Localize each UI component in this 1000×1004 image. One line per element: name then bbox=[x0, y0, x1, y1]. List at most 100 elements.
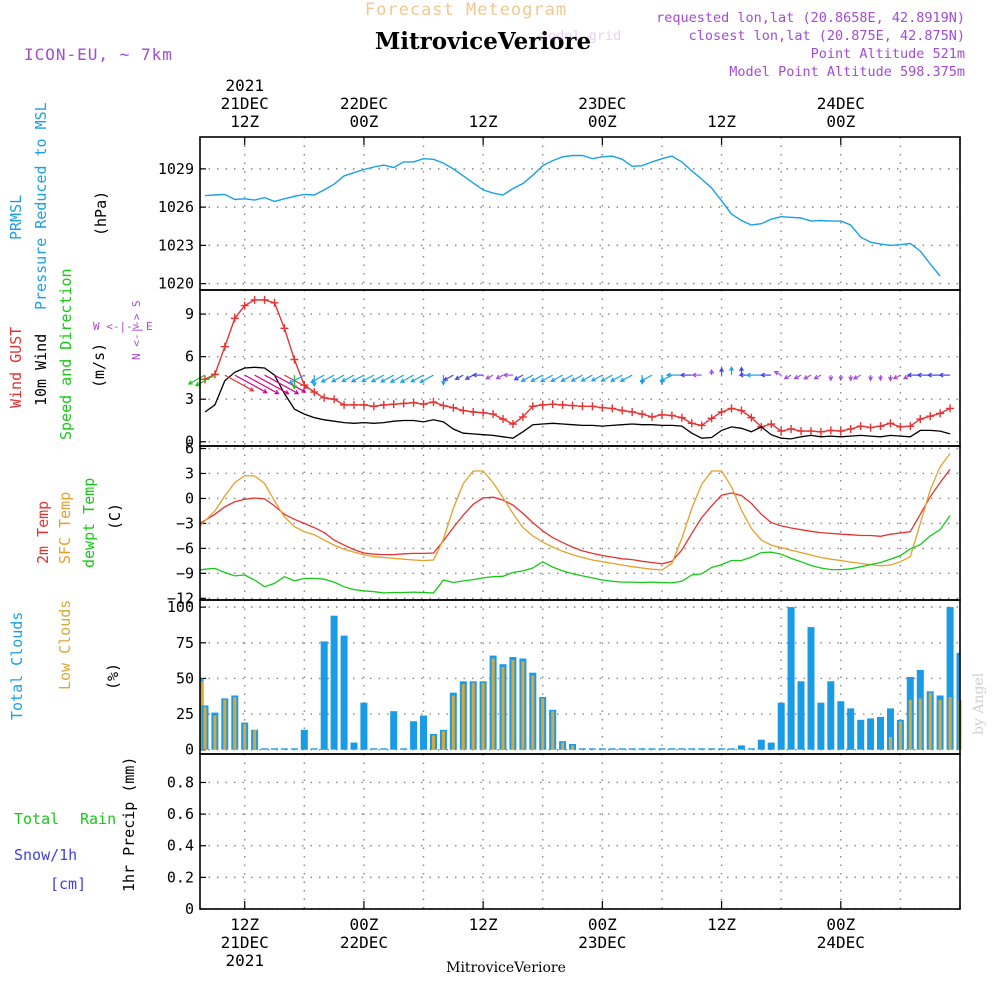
wind-gust-marker bbox=[578, 402, 587, 411]
wind-gust-marker bbox=[618, 406, 627, 415]
cloud-total-bar bbox=[668, 748, 676, 750]
cloud-low-bar bbox=[471, 682, 475, 750]
wind-arrow bbox=[224, 374, 254, 392]
time-label-top: 22DEC bbox=[340, 94, 388, 113]
time-label-top: 23DEC bbox=[578, 94, 626, 113]
wind-gust-marker bbox=[270, 298, 279, 307]
cloud-total-bar bbox=[877, 716, 884, 750]
time-label-bottom: 21DEC bbox=[221, 933, 269, 952]
wind-arrow bbox=[195, 374, 216, 387]
footer-station: MitroviceVeriore bbox=[446, 960, 566, 976]
wind-arrow-head bbox=[341, 377, 347, 383]
wind-gust-marker bbox=[926, 412, 935, 421]
wind-gust-marker bbox=[787, 424, 796, 433]
cloud-low-bar bbox=[938, 699, 942, 750]
panel-frame bbox=[199, 753, 961, 910]
wind-arrow-head bbox=[513, 375, 519, 381]
wind-arrow-head bbox=[691, 372, 697, 378]
y-tick-label: 75 bbox=[176, 634, 194, 652]
wind-gust-marker bbox=[320, 393, 329, 402]
wind-gust-marker bbox=[469, 407, 478, 416]
wind-gust-marker bbox=[697, 421, 706, 430]
wind-arrow-head bbox=[848, 376, 854, 382]
wind-speed-dir-label: Speed and Direction bbox=[57, 268, 75, 440]
wind-gust-marker bbox=[518, 412, 527, 421]
wind-arrow-head bbox=[828, 376, 834, 382]
y-tick-label: 100 bbox=[167, 598, 194, 616]
cloud-total-bar bbox=[728, 748, 735, 750]
wind-arrow bbox=[610, 374, 623, 382]
wind-gust-marker bbox=[240, 301, 249, 310]
wind-arrow-head bbox=[291, 384, 297, 390]
wind-gust-marker bbox=[220, 342, 229, 351]
panel-frame bbox=[199, 136, 961, 291]
wind-arrow bbox=[443, 374, 454, 381]
wind-arrow-head bbox=[310, 378, 316, 383]
wind-arrow-head bbox=[813, 374, 819, 380]
precip-rain-label: Rain bbox=[80, 810, 116, 828]
wind-arrow bbox=[571, 374, 583, 382]
wind-arrow-head bbox=[783, 374, 789, 380]
pressure-label-msl: Pressure Reduced to MSL bbox=[32, 102, 50, 310]
cloud-low-bar bbox=[451, 695, 455, 750]
closest-prefix: model grid bbox=[540, 28, 621, 44]
cloud-low-bar bbox=[481, 682, 485, 750]
wind-arrow-head bbox=[361, 377, 367, 383]
time-label-top: 00Z bbox=[588, 112, 617, 131]
time-label-top: 21DEC bbox=[221, 94, 269, 113]
cloud-total-bar bbox=[688, 748, 696, 750]
wind-arrow-head bbox=[284, 390, 290, 395]
precip-unit: 1hr Precip (mm) bbox=[120, 757, 138, 892]
cloud-low-bar bbox=[223, 699, 227, 750]
cloud-total-bar bbox=[648, 748, 656, 750]
cloud-total-bar bbox=[400, 748, 408, 750]
cloud-total-bar bbox=[956, 652, 960, 750]
wind-10m-label: 10m Wind bbox=[32, 334, 50, 406]
cloud-total-bar bbox=[638, 748, 646, 750]
time-label-bottom: 24DEC bbox=[817, 933, 865, 952]
wind-arrow bbox=[640, 374, 653, 382]
wind-arrow-head bbox=[389, 378, 395, 383]
cloud-low-bar bbox=[521, 661, 525, 750]
precip-snow-label: Snow/1h bbox=[14, 846, 77, 864]
cloud-total-bar bbox=[837, 701, 845, 750]
wind-10m-line bbox=[204, 366, 951, 440]
wind-arrow-head bbox=[485, 375, 491, 380]
wind-arrow bbox=[411, 374, 424, 383]
wind-arrow-head bbox=[803, 375, 809, 380]
temp-dewpt-line bbox=[199, 515, 951, 594]
cloud-low-bar bbox=[571, 745, 574, 750]
wind-arrow-head bbox=[868, 376, 874, 382]
time-label-bottom: 00Z bbox=[349, 915, 378, 934]
wind-gust-marker bbox=[369, 402, 378, 411]
cloud-low-bar bbox=[908, 699, 912, 750]
wind-gust-marker bbox=[538, 400, 547, 409]
wind-arrow bbox=[540, 374, 553, 382]
wind-arrow-head bbox=[530, 377, 536, 382]
cloud-total-bar bbox=[330, 615, 338, 750]
wind-gust-line bbox=[204, 299, 951, 433]
temp-unit: (C) bbox=[106, 503, 124, 530]
wind-gust-marker bbox=[767, 420, 776, 429]
cloud-low-bar bbox=[541, 698, 545, 750]
y-tick-label: 0 bbox=[185, 433, 194, 451]
wind-gust-marker bbox=[916, 415, 925, 424]
wind-arrow-head bbox=[442, 376, 448, 381]
wind-arrow bbox=[660, 374, 673, 382]
cloud-total-bar bbox=[847, 708, 855, 750]
cloud-total-bar bbox=[827, 681, 835, 750]
wind-arrow-head bbox=[619, 377, 625, 382]
wind-arrow-head bbox=[892, 374, 898, 380]
y-tick-label: −3 bbox=[176, 514, 194, 532]
wind-arrow-head bbox=[600, 377, 606, 382]
y-tick-label: 3 bbox=[185, 464, 194, 482]
time-label-bottom: 12Z bbox=[469, 915, 498, 934]
wind-arrow-head bbox=[906, 372, 912, 378]
time-label-bottom: 00Z bbox=[826, 915, 855, 934]
wind-gust-marker bbox=[419, 400, 428, 409]
wind-arrow bbox=[331, 374, 345, 383]
cloud-total-bar bbox=[320, 641, 328, 750]
y-tick-label: −9 bbox=[176, 564, 194, 582]
wind-gust-marker bbox=[707, 414, 716, 423]
